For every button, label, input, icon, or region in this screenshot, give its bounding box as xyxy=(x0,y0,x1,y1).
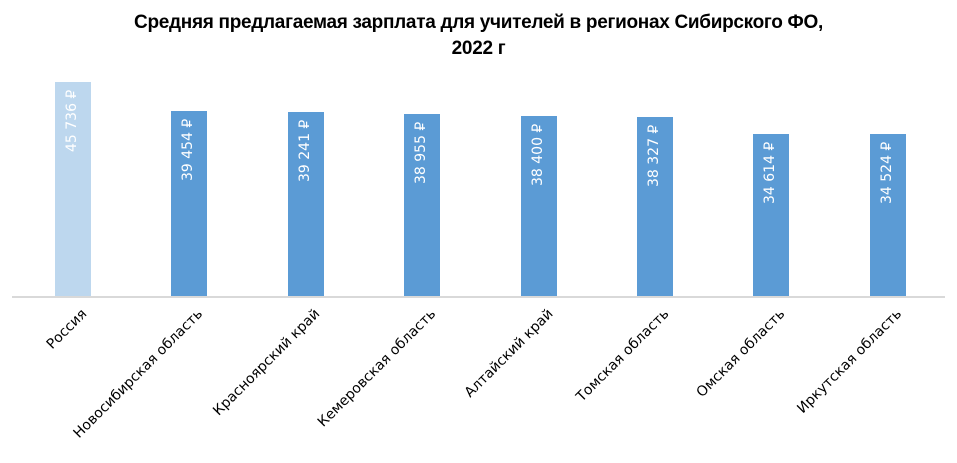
chart-title: Средняя предлагаемая зарплата для учител… xyxy=(0,10,957,62)
bar-value-label: 38 955 ₽ xyxy=(413,121,429,184)
bar-value-label: 39 454 ₽ xyxy=(180,118,196,181)
x-axis-line xyxy=(12,296,945,298)
bar-value-label: 38 327 ₽ xyxy=(646,124,662,187)
bar: 34 614 ₽ xyxy=(753,134,789,296)
bar-value-label: 34 614 ₽ xyxy=(762,141,778,204)
bar: 39 454 ₽ xyxy=(171,111,207,296)
x-tick-label: Омская область xyxy=(693,306,789,401)
x-tick-label: Новосибирская область xyxy=(70,306,207,442)
bar: 38 955 ₽ xyxy=(404,114,440,296)
x-tick-label: Красноярский край xyxy=(210,306,324,420)
bar: 38 327 ₽ xyxy=(637,117,673,296)
bar: 38 400 ₽ xyxy=(521,116,557,296)
x-tick-label: Иркутская область xyxy=(794,306,906,417)
x-tick-label: Алтайский край xyxy=(461,306,557,401)
bar-value-label: 38 400 ₽ xyxy=(530,123,546,186)
bar-value-label: 45 736 ₽ xyxy=(64,89,80,152)
x-tick-label: Томская область xyxy=(573,306,673,406)
bar: 39 241 ₽ xyxy=(288,112,324,296)
x-tick-label: Россия xyxy=(43,306,91,353)
chart-title-line1: Средняя предлагаемая зарплата для учител… xyxy=(134,12,823,33)
chart-title-line2: 2022 г xyxy=(451,38,506,59)
bar: 34 524 ₽ xyxy=(870,134,906,296)
bar-value-label: 39 241 ₽ xyxy=(297,119,313,182)
bar-value-label: 34 524 ₽ xyxy=(879,141,895,204)
bar: 45 736 ₽ xyxy=(55,82,91,296)
x-tick-label: Кемеровская область xyxy=(314,306,440,431)
